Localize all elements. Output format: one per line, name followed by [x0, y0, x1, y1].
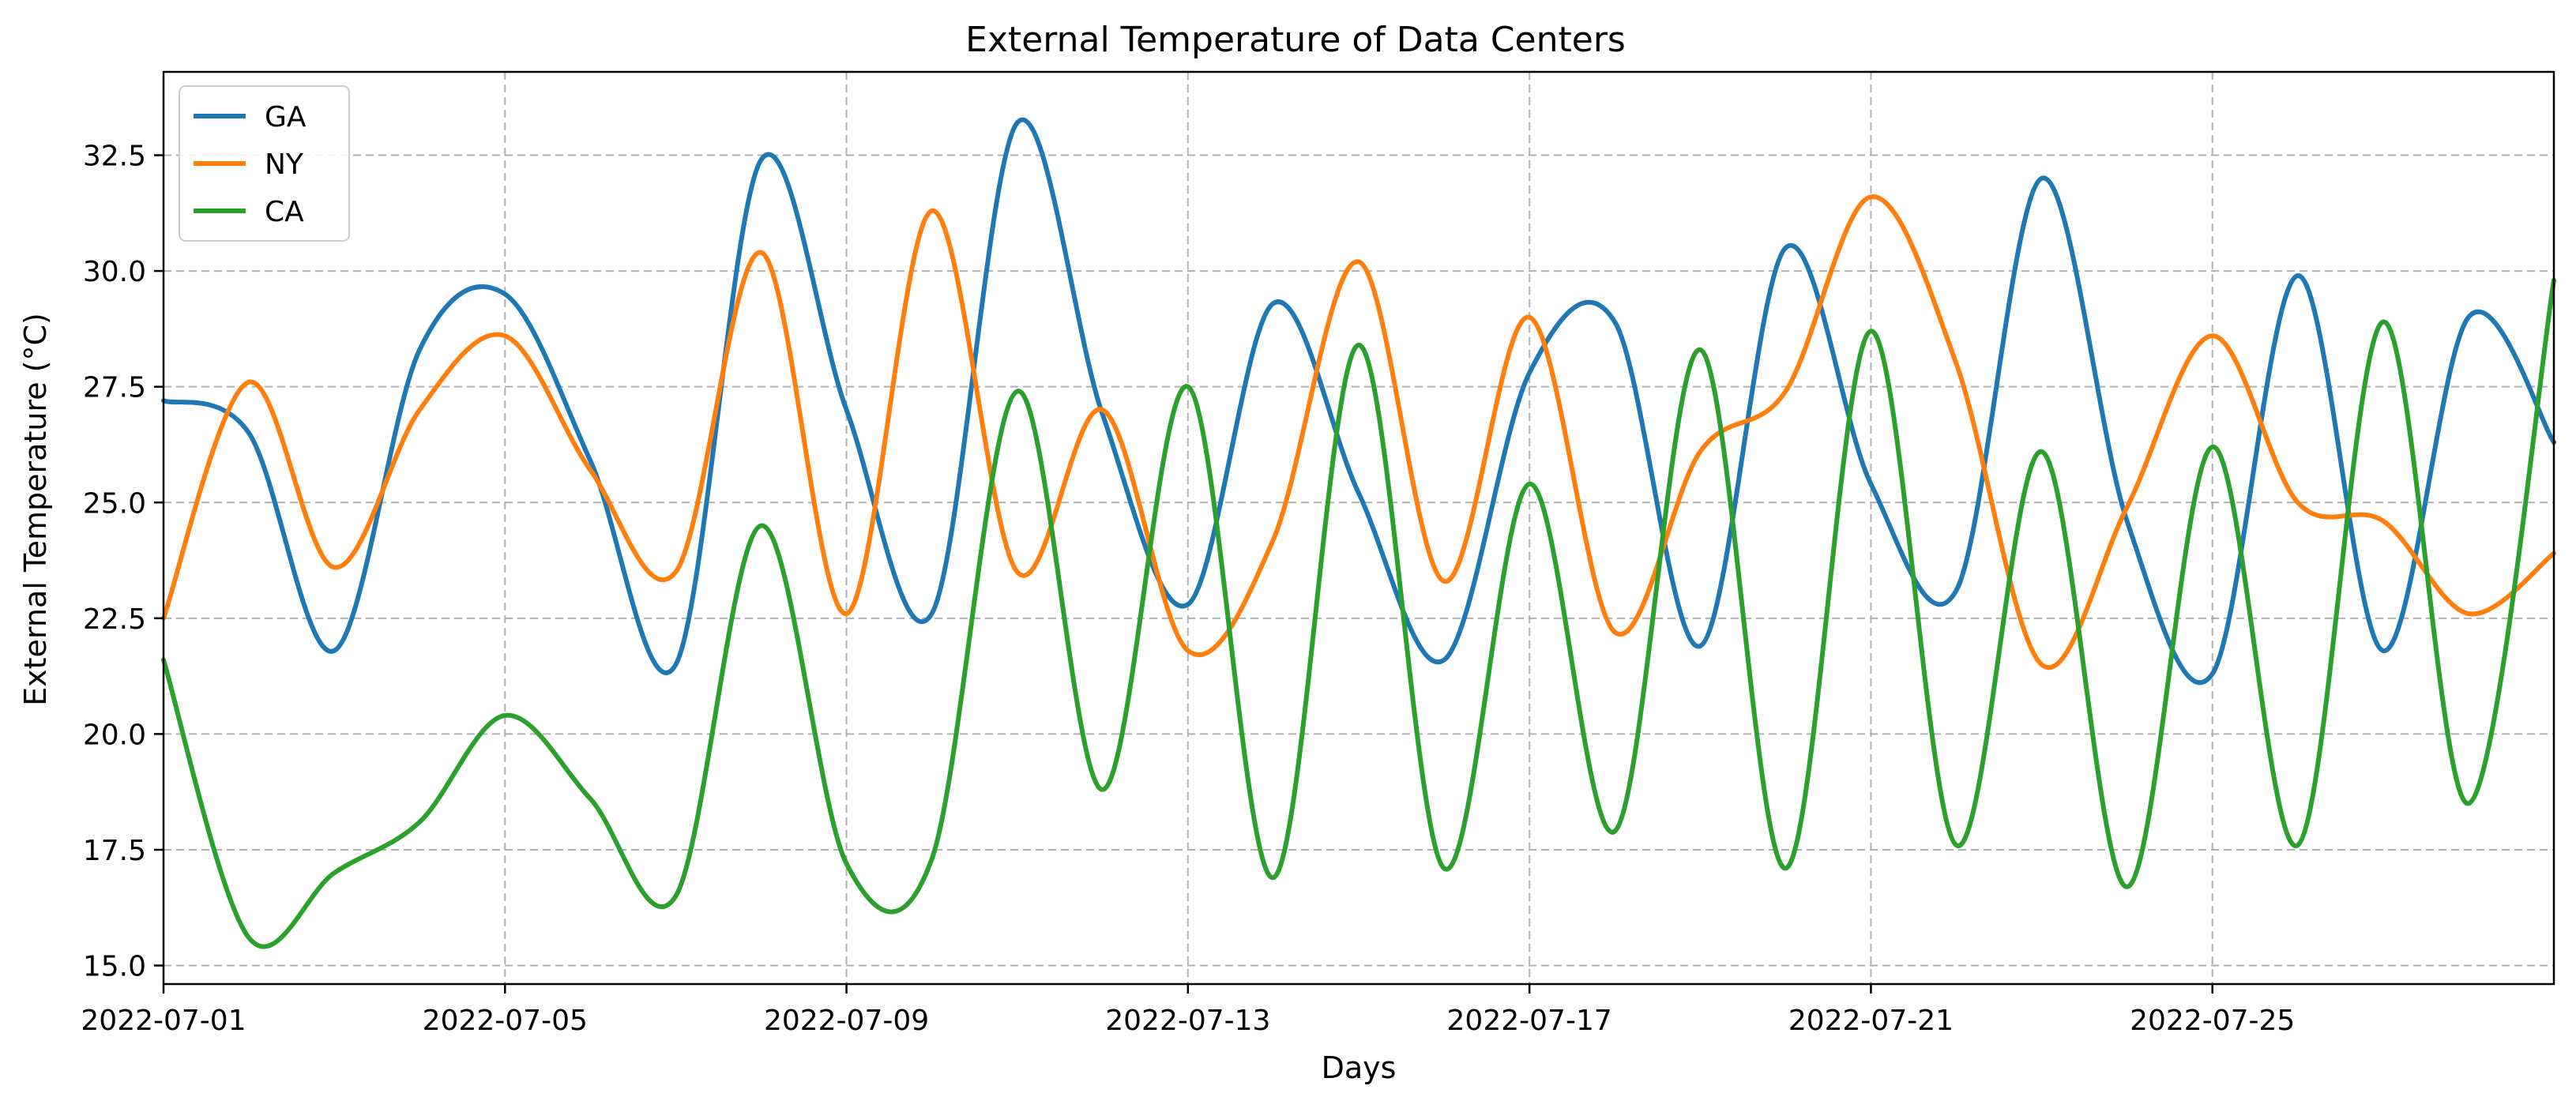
data-point-ga	[931, 613, 933, 614]
y-tick-label: 15.0	[83, 951, 146, 983]
data-point-ga	[1784, 247, 1786, 249]
data-point-ga	[675, 663, 677, 666]
data-point-ny	[1358, 261, 1359, 262]
data-point-ny	[248, 381, 250, 383]
x-tick-label: 2022-07-21	[1788, 1005, 1954, 1037]
y-axis-label: External Temperature (°C)	[18, 313, 53, 706]
y-tick-label: 20.0	[83, 719, 146, 751]
data-point-ny	[1784, 390, 1786, 393]
data-point-ga	[1187, 603, 1189, 605]
series-layer	[161, 117, 2556, 949]
data-point-ga	[2382, 650, 2384, 652]
data-point-ca	[504, 715, 506, 716]
data-point-ga	[1358, 492, 1359, 494]
x-axis-label: Days	[1322, 1050, 1397, 1085]
data-point-ny	[760, 252, 762, 254]
tick-layer: 2022-07-01 2022-07-05 2022-07-09 2022-07-13…	[81, 141, 2295, 1037]
legend-label-ca: CA	[265, 196, 304, 228]
legend-label-ny: NY	[265, 148, 304, 181]
data-point-ca	[931, 858, 933, 860]
data-point-ny	[1443, 580, 1445, 582]
y-tick-label: 32.5	[83, 141, 146, 173]
data-point-ca	[1955, 844, 1957, 846]
data-point-ca	[1529, 483, 1530, 485]
data-point-ca	[846, 863, 848, 865]
legend: GA NY CA	[179, 85, 350, 242]
data-point-ny	[2382, 520, 2384, 522]
data-point-ca	[2468, 802, 2469, 804]
data-point-ga	[2297, 275, 2299, 276]
data-point-ca	[1699, 349, 1701, 351]
chart-title: External Temperature of Data Centers	[965, 20, 1626, 60]
data-point-ny	[675, 571, 677, 573]
data-point-ga	[248, 432, 250, 434]
data-point-ga	[1955, 590, 1957, 592]
series-line-ga	[161, 117, 2556, 686]
data-point-ca	[1443, 867, 1445, 869]
data-point-ca	[2212, 446, 2213, 448]
data-point-ny	[419, 409, 420, 411]
x-tick-label: 2022-07-05	[423, 1005, 588, 1037]
data-point-ny	[1955, 363, 1957, 364]
y-tick-label: 27.5	[83, 372, 146, 404]
data-point-ca	[2297, 844, 2299, 846]
data-point-ca	[419, 821, 420, 823]
grid-layer	[163, 72, 2554, 984]
series-line-ny	[161, 194, 2556, 670]
x-tick-label: 2022-07-17	[1447, 1005, 1612, 1037]
data-point-ca	[2041, 451, 2043, 453]
y-tick-label: 25.0	[83, 487, 146, 520]
data-point-ny	[589, 469, 592, 471]
data-point-ga	[589, 460, 592, 462]
data-point-ga	[1699, 645, 1701, 647]
data-point-ga	[1529, 372, 1530, 374]
data-point-ny	[333, 566, 335, 568]
data-point-ga	[419, 349, 420, 351]
data-point-ca	[1187, 386, 1189, 388]
data-point-ny	[2041, 663, 2043, 666]
data-point-ny	[1187, 650, 1189, 652]
data-point-ca	[1784, 867, 1786, 869]
x-tick-label: 2022-07-09	[764, 1005, 929, 1037]
data-point-ca	[760, 525, 762, 527]
data-point-ca	[2382, 321, 2384, 323]
data-point-ca	[1358, 344, 1359, 346]
data-point-ga	[333, 650, 335, 652]
data-point-ga	[846, 409, 848, 411]
data-point-ny	[931, 210, 933, 212]
data-point-ny	[1102, 409, 1104, 411]
data-point-ga	[1102, 414, 1104, 415]
data-point-ny	[2297, 502, 2299, 503]
x-tick-label: 2022-07-01	[81, 1005, 246, 1037]
data-point-ny	[1699, 451, 1701, 453]
y-tick-label: 22.5	[83, 603, 146, 636]
legend-box	[179, 85, 350, 242]
data-point-ny	[846, 613, 848, 614]
data-point-ca	[589, 798, 592, 800]
x-tick-label: 2022-07-13	[1105, 1005, 1270, 1037]
y-tick-label: 17.5	[83, 835, 146, 867]
data-point-ga	[504, 293, 506, 295]
plot-frame	[162, 70, 2555, 986]
data-point-ga	[1443, 659, 1445, 661]
data-point-ny	[2468, 613, 2469, 614]
data-point-ca	[248, 937, 250, 938]
legend-label-ga: GA	[265, 101, 306, 133]
data-point-ca	[1102, 789, 1104, 791]
y-tick-label: 30.0	[83, 256, 146, 288]
x-tick-label: 2022-07-25	[2130, 1005, 2295, 1037]
series-line-ca	[161, 277, 2556, 949]
